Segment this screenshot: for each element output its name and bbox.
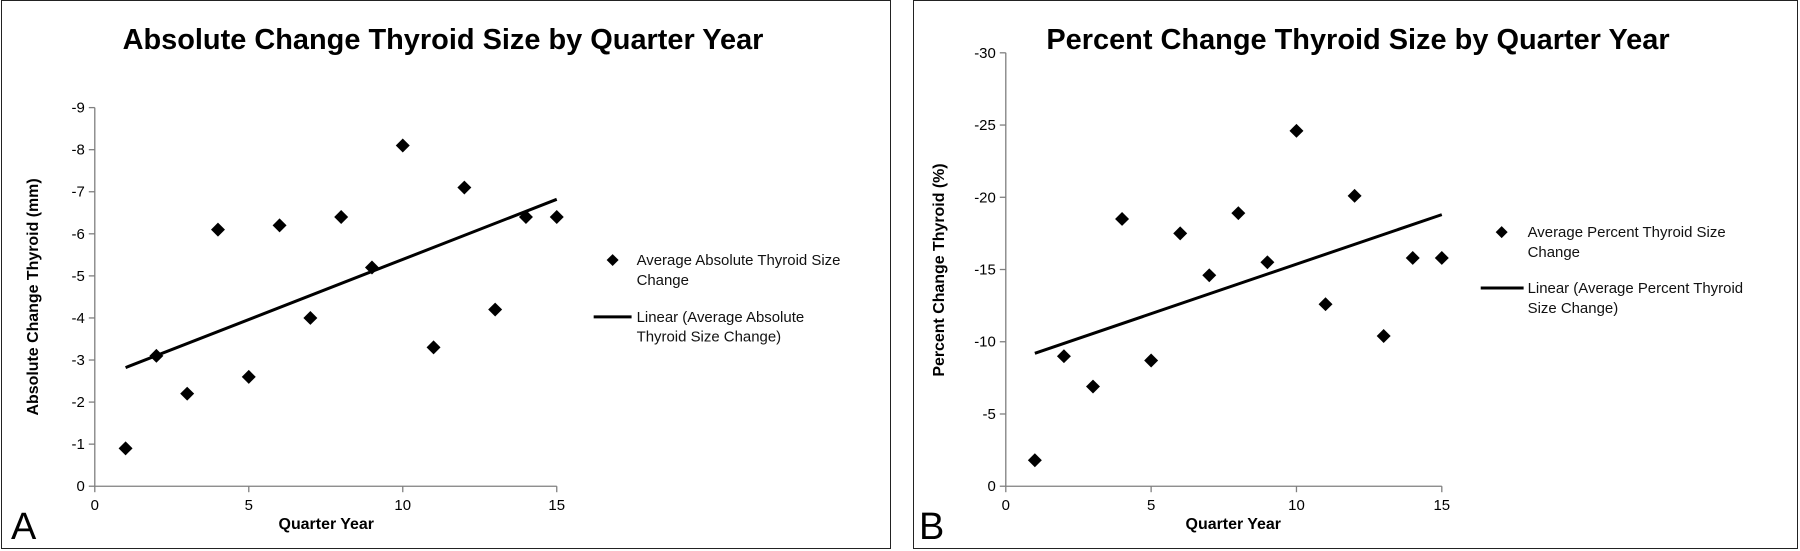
data-point xyxy=(1027,453,1042,468)
data-point xyxy=(426,340,441,355)
data-point xyxy=(149,348,164,363)
chart-panel-a: Absolute Change Thyroid Size by Quarter … xyxy=(1,0,891,549)
legend-label-series: Change xyxy=(1528,244,1580,261)
data-point xyxy=(1086,379,1100,394)
data-point xyxy=(180,386,195,401)
data-point xyxy=(1318,297,1333,312)
data-point xyxy=(1173,226,1188,241)
y-tick-label: 0 xyxy=(987,478,995,495)
y-tick-label: -9 xyxy=(72,100,85,117)
data-point xyxy=(303,310,318,325)
chart-b-svg: Percent Change Thyroid Size by Quarter Y… xyxy=(919,24,1743,548)
y-tick-label: -20 xyxy=(974,189,996,206)
legend-label-trend: Size Change) xyxy=(1528,300,1619,317)
y-tick-label: 0 xyxy=(76,478,84,495)
x-axis-label: Quarter Year xyxy=(1186,516,1281,533)
y-tick-label: -30 xyxy=(974,45,996,62)
legend-label-series: Average Percent Thyroid Size xyxy=(1528,224,1726,241)
data-point xyxy=(1289,123,1304,138)
data-point xyxy=(1405,250,1420,265)
y-axis-label: Percent Change Thyroid (%) xyxy=(931,163,948,376)
data-point xyxy=(118,441,133,456)
y-tick-label: -6 xyxy=(72,226,85,243)
legend-label-series: Change xyxy=(637,272,689,289)
y-tick-label: -2 xyxy=(72,394,85,411)
y-tick-label: -10 xyxy=(974,334,996,351)
panel-letter: A xyxy=(11,506,37,548)
y-tick-label: -1 xyxy=(72,436,85,453)
y-tick-label: -25 xyxy=(974,117,996,134)
y-tick-label: -15 xyxy=(974,262,996,279)
data-point xyxy=(1347,188,1362,203)
legend-label-trend: Thyroid Size Change) xyxy=(637,329,782,346)
data-point xyxy=(241,369,256,384)
y-tick-label: -4 xyxy=(72,310,85,327)
data-point xyxy=(488,302,503,317)
data-point xyxy=(1202,268,1217,283)
x-tick-label: 10 xyxy=(1288,497,1305,514)
data-point xyxy=(1260,255,1275,270)
legend-marker-diamond xyxy=(1495,226,1508,239)
data-point xyxy=(549,210,564,224)
x-tick-label: 0 xyxy=(1002,497,1010,514)
x-tick-label: 10 xyxy=(394,497,411,514)
legend-label-trend: Linear (Average Percent Thyroid xyxy=(1528,280,1743,297)
data-point xyxy=(1115,211,1130,226)
data-point xyxy=(1056,349,1071,364)
legend-label-series: Average Absolute Thyroid Size xyxy=(637,252,841,269)
trend-line xyxy=(1034,213,1443,355)
data-point xyxy=(272,218,287,233)
x-axis-label: Quarter Year xyxy=(279,516,374,533)
x-tick-label: 15 xyxy=(1433,497,1450,514)
y-tick-label: -7 xyxy=(72,184,85,201)
legend-label-trend: Linear (Average Absolute xyxy=(637,309,805,326)
x-tick-label: 5 xyxy=(1147,497,1155,514)
x-tick-label: 5 xyxy=(245,497,253,514)
y-tick-label: -3 xyxy=(72,352,85,369)
chart-title: Absolute Change Thyroid Size by Quarter … xyxy=(123,24,764,56)
legend-marker-diamond xyxy=(606,254,619,267)
y-tick-label: -5 xyxy=(72,268,85,285)
y-tick-label: -8 xyxy=(72,142,85,159)
chart-a-svg: Absolute Change Thyroid Size by Quarter … xyxy=(11,24,841,548)
data-point xyxy=(457,180,472,195)
panel-letter: B xyxy=(919,506,944,548)
x-tick-label: 15 xyxy=(548,497,565,514)
y-tick-label: -5 xyxy=(983,406,996,423)
y-axis-label: Absolute Change Thyroid (mm) xyxy=(25,178,42,415)
data-point xyxy=(395,138,410,153)
data-point xyxy=(210,222,225,237)
chart-title: Percent Change Thyroid Size by Quarter Y… xyxy=(1046,24,1669,56)
trend-line xyxy=(125,197,558,369)
data-point xyxy=(1434,250,1449,265)
data-point xyxy=(1231,206,1246,221)
data-point xyxy=(334,210,349,224)
chart-panel-b: Percent Change Thyroid Size by Quarter Y… xyxy=(913,0,1798,549)
x-tick-label: 0 xyxy=(91,497,99,514)
data-point xyxy=(1376,329,1391,343)
data-point xyxy=(1144,353,1159,368)
